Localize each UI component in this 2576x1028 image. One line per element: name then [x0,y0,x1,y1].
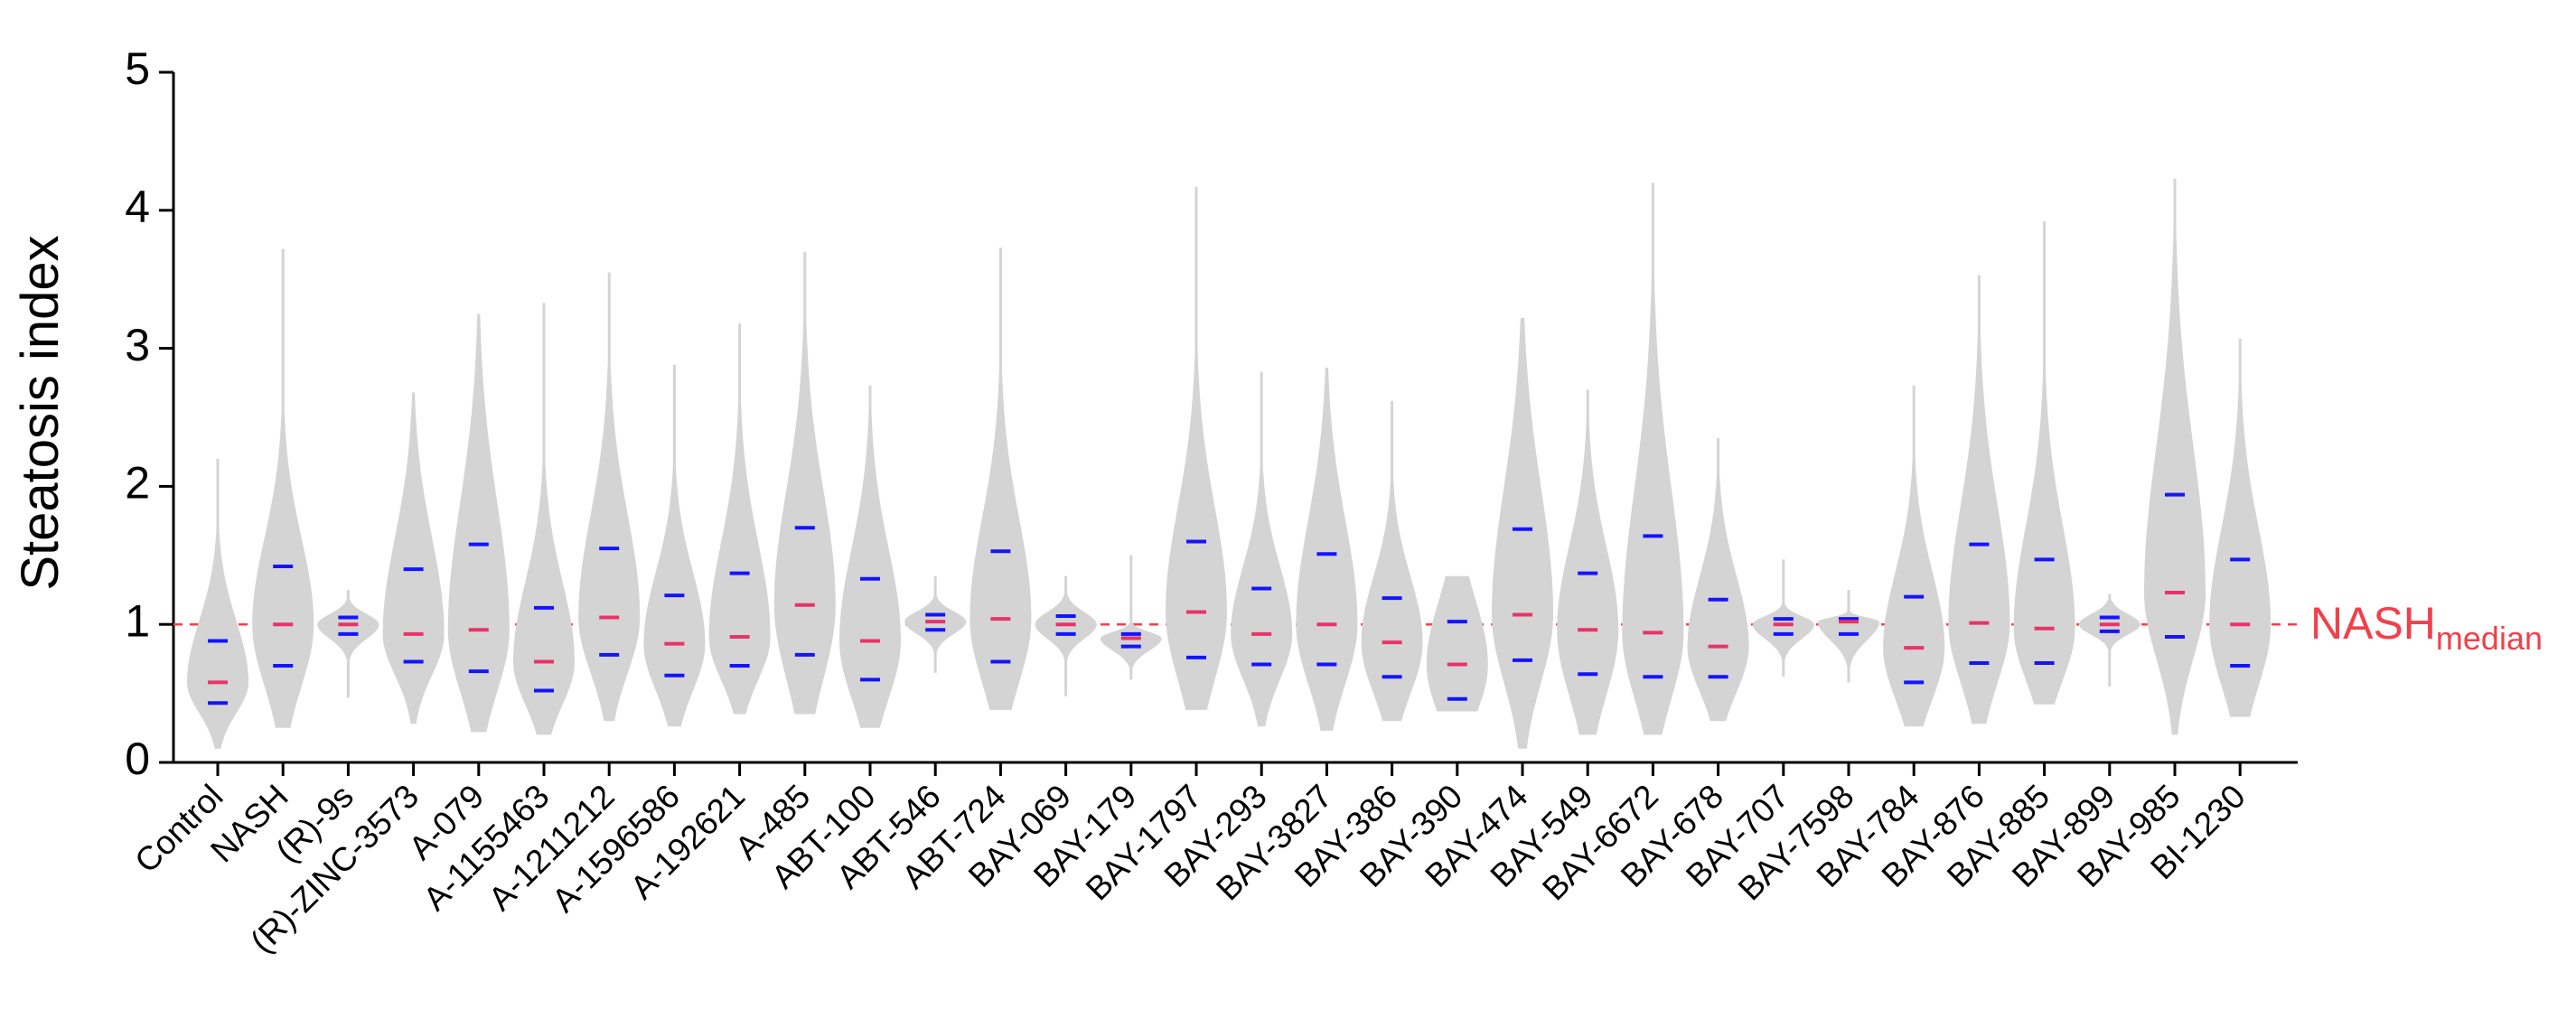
violin [839,385,901,728]
violin [382,392,445,724]
violin [1883,385,1945,727]
violin [1166,186,1227,710]
reference-label-main: NASH [2310,598,2436,649]
violin [2013,221,2075,705]
violin [2078,593,2140,687]
violin [252,248,314,728]
violin [317,590,379,698]
violin [2209,338,2272,717]
violin [1492,318,1553,749]
y-axis-label: Steatosis index [11,235,70,590]
violin [447,313,510,733]
violin [513,303,575,735]
y-tick-label: 0 [125,734,150,784]
y-tick-label: 5 [125,43,150,94]
reference-label-sub: median [2436,620,2543,657]
violin [1100,555,1162,680]
violin [904,575,967,673]
violin [1296,368,1358,731]
violin [1622,182,1684,735]
violin [1948,275,2010,724]
violin [1361,400,1423,722]
y-tick-label: 1 [125,595,150,646]
violin [1231,371,1293,727]
violin [708,323,771,715]
violin [773,251,836,715]
violin [1426,575,1488,712]
y-tick-label: 3 [125,320,150,370]
y-tick-label: 4 [125,182,150,232]
y-tick-label: 2 [125,458,150,509]
reference-label: NASHmedian [2310,598,2543,657]
violin [643,364,706,727]
violin [970,248,1032,710]
violin [1687,437,1749,722]
violin [187,458,248,749]
violin [1035,575,1097,696]
violin [1557,389,1619,735]
x-tick-label: Control [127,778,229,880]
violin [578,272,641,722]
violin [2144,178,2206,735]
violin [1818,590,1879,683]
